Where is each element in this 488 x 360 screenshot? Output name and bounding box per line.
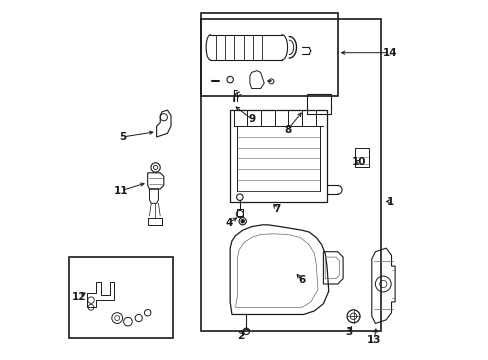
Circle shape xyxy=(241,220,244,223)
Text: 7: 7 xyxy=(272,204,280,214)
Text: 1: 1 xyxy=(386,197,394,207)
Bar xyxy=(201,13,337,96)
Text: 6: 6 xyxy=(298,275,305,285)
Text: 10: 10 xyxy=(351,157,366,167)
Text: 5: 5 xyxy=(119,132,126,142)
Text: 13: 13 xyxy=(366,334,381,345)
Text: 12: 12 xyxy=(71,292,86,302)
Text: 9: 9 xyxy=(247,114,255,124)
Text: 8: 8 xyxy=(284,125,290,135)
Text: 11: 11 xyxy=(113,186,128,196)
Text: 2: 2 xyxy=(237,331,244,341)
Text: 4: 4 xyxy=(224,218,232,228)
Text: 3: 3 xyxy=(344,327,351,337)
Bar xyxy=(69,257,172,338)
Bar xyxy=(201,19,380,330)
Text: 14: 14 xyxy=(382,48,396,58)
